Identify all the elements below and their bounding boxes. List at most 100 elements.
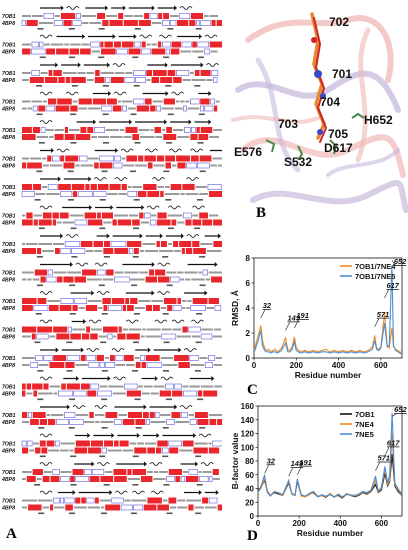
residue-label-703: 703 [278,117,298,131]
residue-text [162,499,168,502]
sequence-alignment: 7OB14BP87OB14BP87OB14BP87OB14BP87OB14BP8… [1,5,222,515]
conserved-residue-box [141,362,146,368]
helix-coil [206,63,219,67]
residue-text [37,499,53,502]
residue-text [75,364,88,366]
sequence-name: 4BP8 [1,50,15,56]
similar-residue-box [200,105,204,112]
similar-residue-box [52,469,60,475]
residue-number [133,313,140,315]
x-axis-label: Residue number [295,370,362,380]
similar-residue-box [144,212,151,219]
conserved-residue-box [190,134,198,140]
strand-arrowhead [217,233,221,239]
residue-number [70,455,77,458]
residue-text [50,43,64,46]
conserved-residue-box [127,305,134,311]
similar-residue-box [197,41,209,48]
residue-text [114,271,124,274]
similar-residue-box [176,70,190,76]
similar-residue-box [146,362,162,368]
conserved-residue-box [165,162,171,169]
similar-residue-box [97,390,113,397]
residue-number [197,398,204,401]
conserved-residue-box [22,326,37,333]
conserved-residue-box [192,298,208,304]
residue-text [192,214,199,217]
sequence-name: 4BP8 [1,221,15,227]
residue-number [134,28,141,30]
conserved-residue-box [173,77,182,83]
conserved-residue-box [97,184,109,190]
residue-number [199,427,206,429]
conserved-residue-box [132,469,146,475]
residue-text [54,129,64,131]
residue-text [172,328,182,331]
conserved-residue-box [58,77,65,83]
conserved-residue-box [147,191,160,197]
strand-arrowhead [139,233,143,239]
conserved-residue-box [126,390,141,397]
conserved-residue-box [143,184,157,190]
similar-residue-box [133,504,144,511]
conserved-residue-box [114,440,119,447]
conserved-residue-box [72,305,78,311]
residue-annotation: 652 [394,257,407,266]
conserved-residue-box [80,127,87,133]
conserved-residue-box [160,241,167,247]
conserved-residue-box [54,134,64,140]
residue-text [38,392,53,395]
similar-residue-box [60,476,70,482]
residue-number [198,113,205,116]
conserved-residue-box [92,98,107,105]
residue-text [161,107,174,110]
residue-text [153,471,159,473]
helix-coil [112,63,126,67]
residue-number [135,427,142,429]
conserved-residue-box [57,98,72,105]
residue-text [183,471,188,473]
legend-entry: 7OB1/7NE5 [355,272,395,281]
strand-arrowhead [193,433,197,438]
conserved-residue-box [144,13,149,19]
residue-number [101,427,108,429]
conserved-residue-box [156,241,160,247]
conserved-residue-box [53,326,68,333]
similar-residue-box [64,241,81,247]
helix-coil [39,490,53,495]
similar-residue-box [190,305,206,311]
residue-number [101,398,108,401]
conserved-residue-box [103,440,114,447]
strand-arrowhead [112,34,116,39]
residue-text [22,243,26,245]
residue-text [42,164,50,167]
conserved-residue-box [65,504,73,511]
residue-text [22,100,31,103]
residue-number [98,56,105,59]
conserved-residue-box [167,70,176,76]
residue-text [151,300,163,302]
residue-text [94,414,105,416]
y-tick-label: 120 [241,430,255,439]
sequence-name: 4BP8 [1,135,15,141]
helix-coil [88,319,102,324]
residue-text [125,72,133,74]
helix-coil [179,6,193,10]
conserved-residue-box [149,269,155,276]
conserved-residue-box [147,162,153,169]
legend-entry: 7NE5 [355,430,374,439]
conserved-residue-box [114,476,127,482]
y-tick-label: 4 [246,304,251,313]
y-tick-label: 0 [246,354,251,363]
conserved-residue-box [81,497,86,504]
residue-text [67,271,82,274]
residue-text [143,385,153,388]
residue-text [209,136,219,138]
strand-arrowhead [180,233,184,239]
residue-text [72,328,86,331]
conserved-residue-box [217,504,222,511]
conserved-residue-box [22,447,29,454]
residue-number [195,28,202,30]
